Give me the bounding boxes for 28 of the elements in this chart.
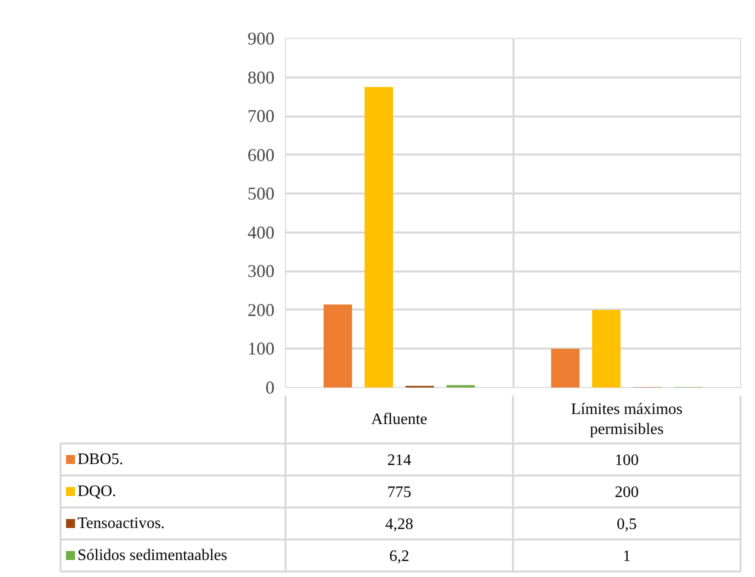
bar <box>364 86 393 388</box>
y-tick-label: 200 <box>248 300 274 320</box>
x-tick-label: Afluente <box>371 411 428 428</box>
bar <box>551 348 580 388</box>
legend-label: Tensoactivos. <box>78 515 165 532</box>
data-label: 1 <box>622 548 631 565</box>
y-tick-label: 500 <box>248 184 274 204</box>
data-label: 214 <box>387 452 412 469</box>
y-tick-label: 800 <box>248 67 274 88</box>
data-label: 4,28 <box>385 516 414 533</box>
bar <box>592 310 620 388</box>
data-label: 775 <box>387 484 412 501</box>
legend-label: DBO5. <box>78 451 124 468</box>
bar <box>324 304 352 388</box>
y-tick-label: 0 <box>266 378 274 398</box>
data-label: 6,2 <box>389 548 410 565</box>
y-tick-label: 700 <box>248 106 274 126</box>
y-tick-label: 300 <box>248 261 274 282</box>
data-label: 200 <box>614 484 639 501</box>
legend-label: Sólidos sedimentaables <box>78 547 228 564</box>
x-tick-label: Límites máximos permisibles <box>570 401 683 438</box>
data-label: 0,5 <box>616 516 637 533</box>
data-label: 100 <box>614 452 639 469</box>
y-tick-label: 600 <box>248 144 274 165</box>
legend-label: DQO. <box>78 483 116 500</box>
y-tick-label: 400 <box>248 222 274 242</box>
y-tick-label: 100 <box>248 338 274 359</box>
y-tick-label: 900 <box>248 28 274 48</box>
